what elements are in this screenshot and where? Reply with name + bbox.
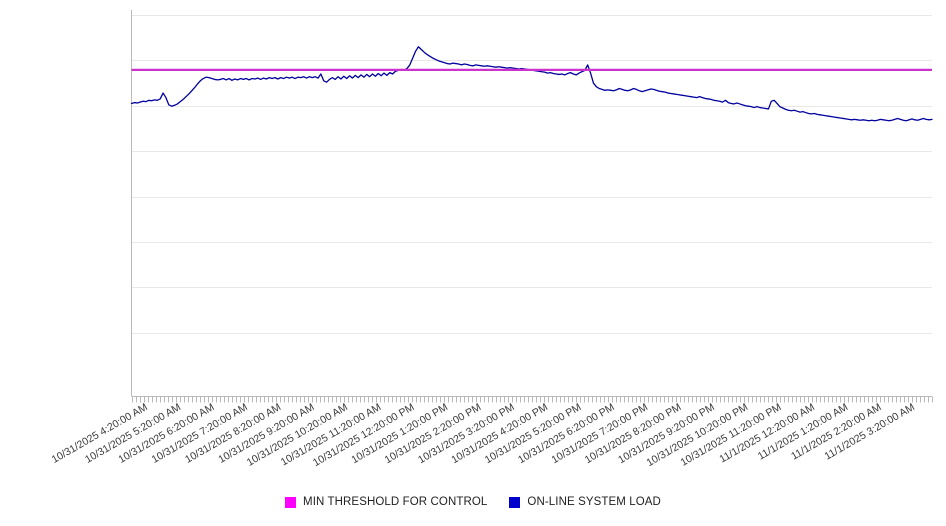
x-axis-ticks [132,396,933,403]
legend-swatch-blue [509,497,521,508]
legend-item-min-threshold-for-control: MIN THRESHOLD FOR CONTROL [285,496,487,509]
legend-label-on-line-system-load: ON-LINE SYSTEM LOAD [527,496,661,508]
legend-item-on-line-system-load: ON-LINE SYSTEM LOAD [509,496,661,509]
gridlines [131,15,932,334]
legend-swatch-magenta [285,497,297,508]
chart-legend: MIN THRESHOLD FOR CONTROL ON-LINE SYSTEM… [0,496,946,509]
series-line-on-line-system-load [130,46,933,122]
legend-label-min-threshold-for-control: MIN THRESHOLD FOR CONTROL [303,496,488,508]
